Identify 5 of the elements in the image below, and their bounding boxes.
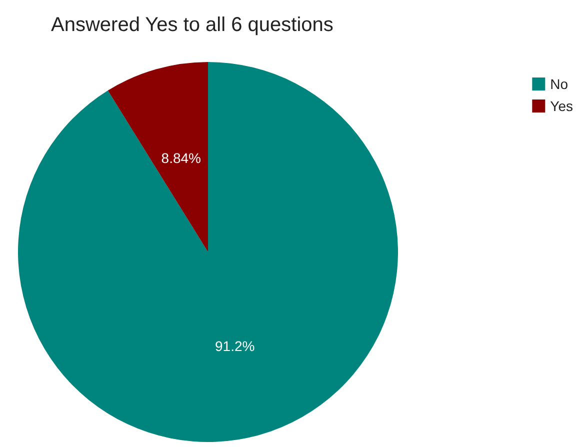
data-label: 8.84% [161, 150, 201, 166]
legend-label: Yes [550, 98, 574, 114]
chart-title: Answered Yes to all 6 questions [51, 14, 334, 36]
data-label: 91.2% [215, 338, 255, 354]
legend-label: No [550, 76, 568, 92]
